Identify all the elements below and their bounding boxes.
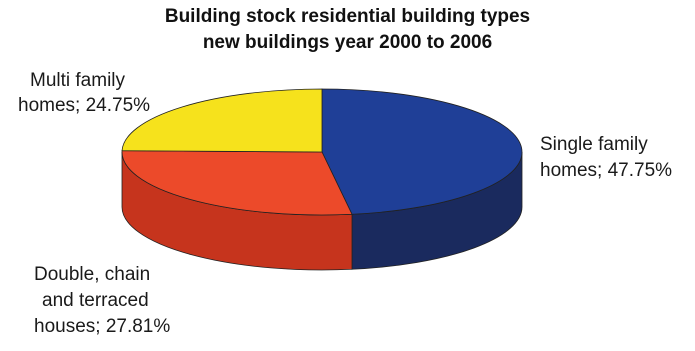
label-double-chain-line-3: houses; 27.81% [34, 316, 170, 337]
pie-slice-double-chain-and-terraced-houses [121, 150, 353, 216]
pie-slice-multi-family-homes [121, 88, 323, 153]
label-single-family-line-2: homes; 47.75% [540, 160, 672, 181]
label-single-family-line-1: Single family [540, 134, 648, 155]
chart-title-line-2: new buildings year 2000 to 2006 [202, 32, 493, 53]
pie-tops [121, 88, 523, 216]
label-multi-family-line-2: homes; 24.75% [18, 95, 150, 116]
chart-title-line-1: Building stock residential building type… [164, 6, 531, 27]
label-double-chain-line-2: and terraced [42, 290, 149, 311]
pie-slice-single-family [321, 88, 523, 215]
label-multi-family-line-1: Multi family [30, 70, 126, 91]
label-double-chain-line-1: Double, chain [34, 264, 150, 285]
